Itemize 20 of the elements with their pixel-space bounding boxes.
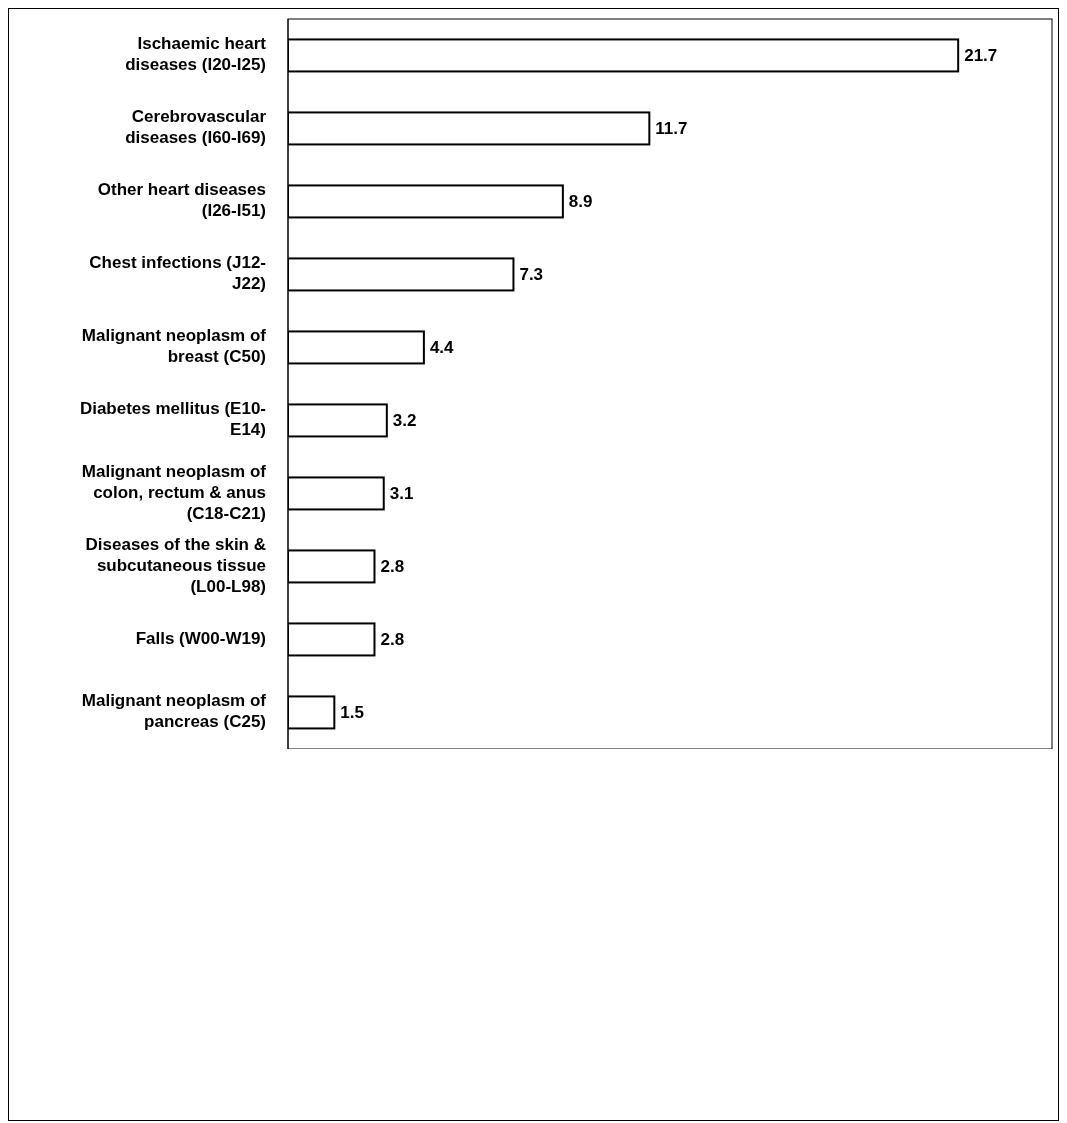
data-label: 7.3 (519, 265, 544, 285)
data-label: 4.4 (429, 338, 455, 358)
data-label: 1.5 (340, 703, 364, 723)
y-tick-label: Diseases of the skin & subcutaneous tissue (L00-L98) (85, 534, 266, 596)
data-label: 2.8 (380, 630, 405, 650)
data-label: 3.2 (392, 411, 417, 431)
y-tick-label: Malignant neoplasm of colon, rectum & anus (C18-C21) (81, 461, 267, 523)
y-tick-label: Other heart diseases (I26-I51) (97, 180, 266, 221)
y-tick-label: Diabetes mellitus (E10-E14) (79, 399, 266, 440)
y-tick-label: Falls (W00-W19) (135, 628, 266, 648)
data-label: 21.7 (964, 46, 998, 66)
data-label: 3.1 (389, 484, 414, 504)
y-tick-label: Malignant neoplasm of pancreas (C25) (81, 691, 267, 732)
data-label: 11.7 (655, 119, 688, 139)
y-tick-label: Chest infections (J12-J22) (89, 253, 266, 294)
y-tick-label: Malignant neoplasm of breast (C50) (81, 326, 267, 367)
data-label: 2.8 (380, 557, 405, 577)
data-label: 8.9 (568, 192, 593, 212)
y-tick-label: Cerebrovascular diseases (I60-I69) (125, 107, 267, 148)
y-tick-label: Ischaemic heart diseases (I20-I25) (125, 34, 267, 75)
